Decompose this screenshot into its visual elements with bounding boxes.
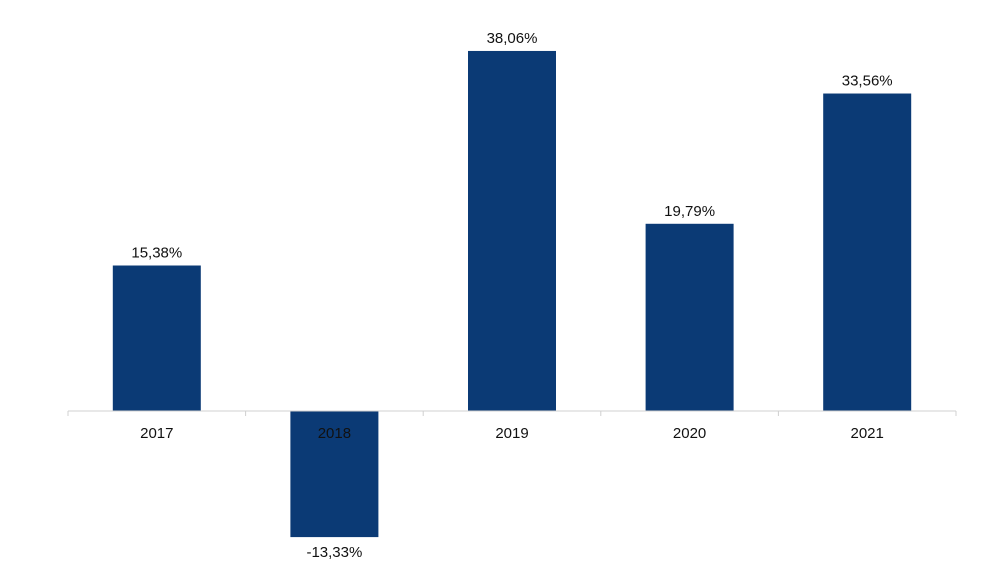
bars-layer (112, 50, 912, 538)
data-label: 33,56% (842, 73, 893, 90)
x-tick-label: 2019 (495, 425, 528, 442)
x-tick-label: 2021 (851, 425, 884, 442)
bar-2021 (823, 93, 912, 411)
data-label: 15,38% (131, 245, 182, 262)
labels-layer: 2017 15,38% 2018 -13,33% 2019 38,06% 2020 19,79… (131, 30, 892, 561)
data-label: 38,06% (487, 30, 538, 47)
bar-2017 (112, 265, 201, 411)
x-tick-label: 2018 (318, 425, 351, 442)
bar-2018 (290, 411, 379, 538)
bar-2019 (468, 50, 556, 412)
x-axis (67, 410, 957, 416)
x-tick-label: 2020 (673, 425, 706, 442)
x-tick-label: 2017 (140, 425, 173, 442)
data-label: 19,79% (664, 203, 715, 220)
data-label: -13,33% (306, 544, 362, 561)
bar-2020 (645, 223, 734, 411)
